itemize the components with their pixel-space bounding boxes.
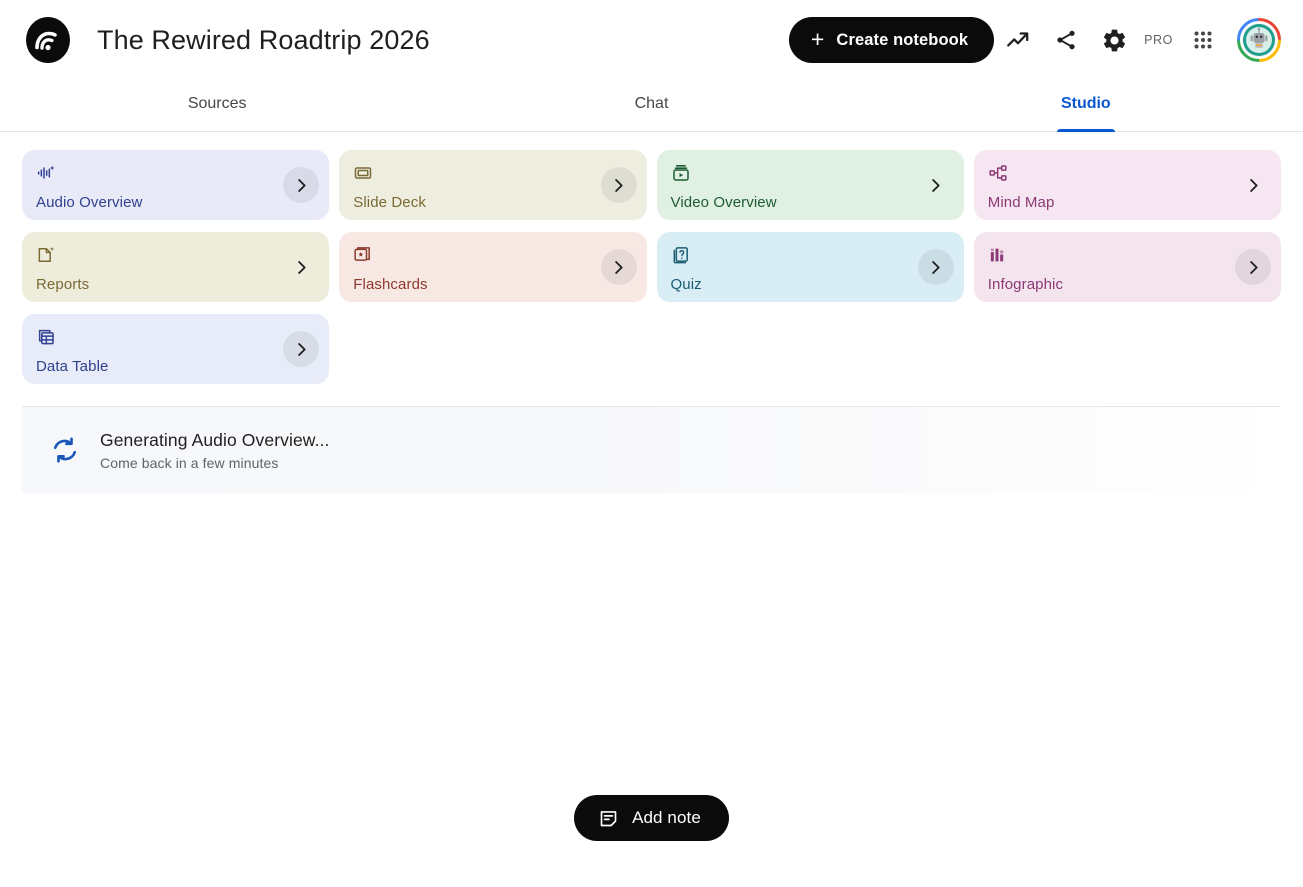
data-table-icon: [36, 326, 315, 348]
studio-card-label: Video Overview: [670, 194, 777, 211]
video-play-icon: [671, 162, 950, 184]
studio-card-mind-map[interactable]: Mind Map: [973, 150, 1281, 220]
studio-card-label: Mind Map: [987, 194, 1055, 211]
quiz-question-icon: [671, 244, 950, 266]
studio-panel: Audio Overview Slide Deck Video Overview Mi…: [0, 132, 1303, 384]
chevron-right-icon[interactable]: [1235, 167, 1271, 203]
apps-grid-icon[interactable]: [1179, 16, 1227, 64]
generation-status-texts: Generating Audio Overview... Come back i…: [100, 430, 329, 471]
studio-card-label: Infographic: [987, 276, 1064, 293]
page-title: The Rewired Roadtrip 2026: [97, 24, 430, 55]
generation-status-row[interactable]: Generating Audio Overview... Come back i…: [22, 407, 1281, 493]
studio-card-video-overview[interactable]: Video Overview: [656, 150, 964, 220]
studio-card-data-table[interactable]: Data Table: [22, 314, 330, 384]
sync-refresh-icon: [50, 435, 80, 465]
studio-card-label: Quiz: [670, 276, 702, 293]
studio-card-label: Slide Deck: [353, 194, 426, 211]
status-subtitle: Come back in a few minutes: [100, 454, 279, 471]
mind-map-nodes-icon: [988, 162, 1267, 184]
slide-deck-icon: [353, 162, 632, 184]
studio-card-reports[interactable]: Reports: [22, 232, 330, 302]
tab-chat[interactable]: Chat: [434, 80, 868, 131]
note-icon: [598, 808, 619, 829]
chevron-right-icon[interactable]: [600, 167, 637, 203]
status-title: Generating Audio Overview...: [100, 429, 330, 450]
chevron-right-icon[interactable]: [918, 167, 954, 203]
tab-studio[interactable]: Studio: [869, 80, 1303, 131]
bar-chart-icon: [988, 244, 1267, 266]
chevron-right-icon[interactable]: [283, 249, 319, 285]
section-divider: [22, 406, 1281, 407]
flashcards-star-icon: [353, 244, 632, 266]
chevron-right-icon[interactable]: [600, 249, 637, 285]
studio-card-flashcards[interactable]: Flashcards: [339, 232, 647, 302]
studio-card-label: Data Table: [36, 358, 109, 375]
pro-badge: PRO: [1144, 33, 1173, 47]
report-sparkle-icon: [36, 244, 315, 266]
notebooklm-logo-icon[interactable]: [24, 16, 72, 64]
studio-card-label: Flashcards: [353, 276, 428, 293]
plus-icon: +: [810, 25, 825, 52]
studio-card-slide-deck[interactable]: Slide Deck: [339, 150, 647, 220]
header-actions: + Create notebook: [788, 16, 1281, 64]
audio-waveform-sparkle-icon: [36, 162, 315, 184]
app-header: The Rewired Roadtrip 2026 + Create noteb…: [0, 0, 1303, 80]
avatar[interactable]: [1237, 18, 1281, 62]
chevron-right-icon[interactable]: [283, 167, 320, 203]
studio-card-infographic[interactable]: Infographic: [973, 232, 1281, 302]
studio-card-quiz[interactable]: Quiz: [656, 232, 964, 302]
studio-card-grid: Audio Overview Slide Deck Video Overview Mi…: [22, 150, 1281, 384]
add-note-button[interactable]: Add note: [574, 795, 729, 841]
main-tabs: Sources Chat Studio: [0, 80, 1303, 132]
create-notebook-button[interactable]: + Create notebook: [788, 17, 995, 63]
add-note-label: Add note: [632, 808, 701, 827]
chevron-right-icon[interactable]: [917, 249, 954, 285]
create-notebook-label: Create notebook: [836, 30, 969, 49]
studio-card-audio-overview[interactable]: Audio Overview: [22, 150, 330, 220]
tab-sources[interactable]: Sources: [0, 80, 434, 131]
studio-card-label: Audio Overview: [36, 194, 143, 211]
chevron-right-icon[interactable]: [283, 331, 320, 367]
trending-up-icon[interactable]: [994, 16, 1042, 64]
share-icon[interactable]: [1042, 16, 1090, 64]
chevron-right-icon[interactable]: [1235, 249, 1271, 285]
gear-icon[interactable]: [1090, 16, 1138, 64]
add-note-container: Add note: [0, 795, 1303, 841]
studio-card-label: Reports: [36, 276, 90, 293]
